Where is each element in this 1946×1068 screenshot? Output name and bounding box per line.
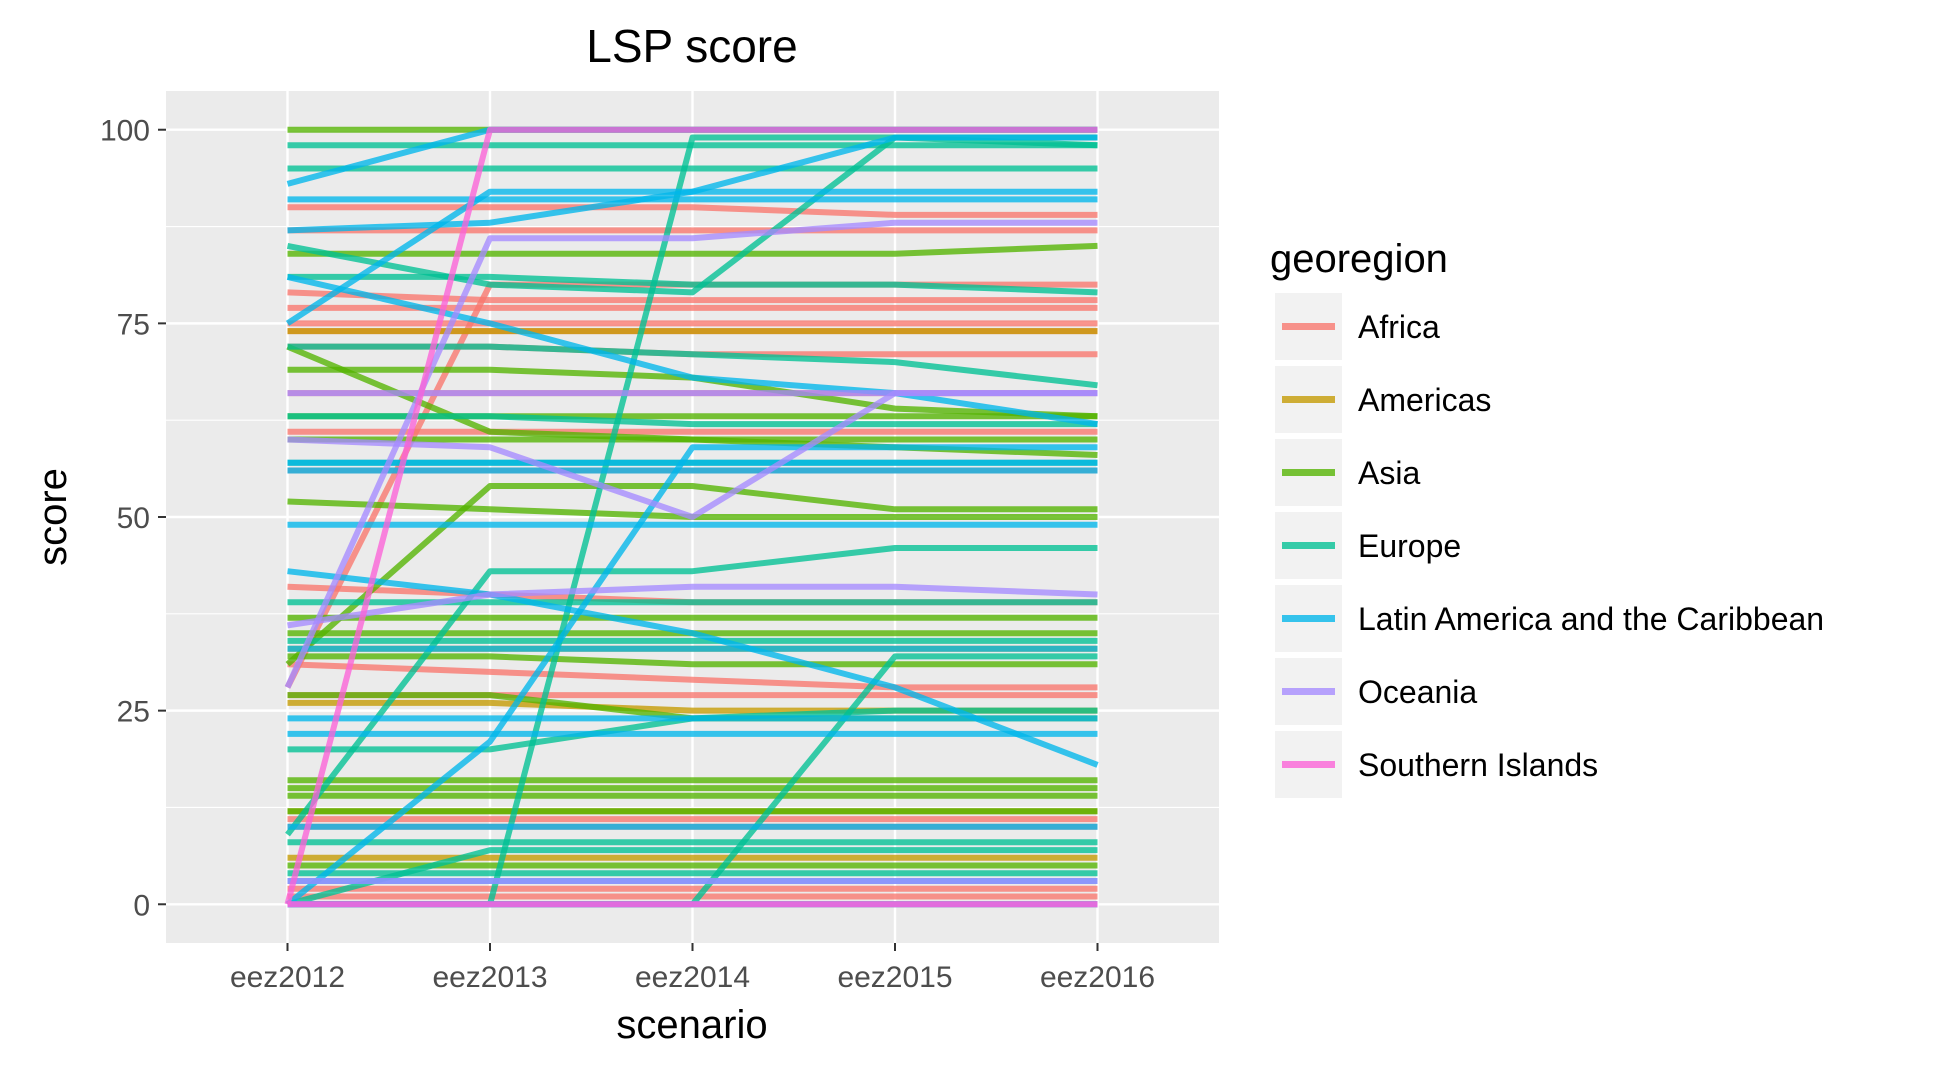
y-tick-label: 25 bbox=[117, 696, 150, 729]
y-tick-label: 75 bbox=[117, 308, 150, 341]
x-axis-title: scenario bbox=[616, 1003, 767, 1047]
series-line bbox=[287, 568, 1099, 768]
series-lines bbox=[284, 126, 1099, 908]
y-tick-label: 50 bbox=[117, 502, 150, 535]
legend-label: Southern Islands bbox=[1358, 747, 1598, 783]
legend-label: Africa bbox=[1358, 309, 1440, 345]
y-axis: 0 25 50 75 100 bbox=[100, 115, 166, 922]
series-line bbox=[287, 661, 1098, 691]
series-line bbox=[287, 390, 1098, 520]
series-line bbox=[287, 242, 1098, 257]
legend-label: Latin America and the Caribbean bbox=[1358, 601, 1824, 637]
series-line bbox=[285, 545, 1098, 837]
x-axis: eez2012 eez2013 eez2014 eez2015 eez2016 bbox=[230, 943, 1155, 994]
chart-title: LSP score bbox=[586, 20, 797, 72]
series-line bbox=[287, 413, 1098, 428]
x-tick-label: eez2013 bbox=[432, 961, 547, 994]
legend-title: georegion bbox=[1270, 237, 1448, 281]
series-line bbox=[287, 583, 1098, 629]
series-line bbox=[287, 289, 1098, 304]
y-tick-label: 0 bbox=[133, 889, 150, 922]
series-line bbox=[287, 204, 1098, 218]
x-tick-label: eez2012 bbox=[230, 961, 345, 994]
legend: georegion Africa Americas Asia Europe Latin … bbox=[1270, 237, 1824, 798]
series-line bbox=[286, 273, 1098, 428]
series-line bbox=[287, 343, 1098, 389]
series-line bbox=[285, 483, 1098, 667]
legend-label: Oceania bbox=[1358, 674, 1477, 710]
series-line bbox=[284, 126, 1098, 906]
y-axis-title: score bbox=[31, 468, 75, 566]
series-line bbox=[286, 847, 1098, 908]
y-tick-label: 100 bbox=[100, 115, 150, 148]
series-line bbox=[285, 444, 1098, 907]
legend-label: Asia bbox=[1358, 455, 1420, 491]
series-line bbox=[287, 273, 1098, 296]
series-line bbox=[285, 188, 1098, 326]
legend-label: Americas bbox=[1358, 382, 1491, 418]
legend-label: Europe bbox=[1358, 528, 1461, 564]
x-tick-label: eez2014 bbox=[635, 961, 750, 994]
legend-entries: Africa Americas Asia Europe Latin America an… bbox=[1275, 293, 1824, 798]
x-tick-label: eez2015 bbox=[837, 961, 952, 994]
x-tick-label: eez2016 bbox=[1040, 961, 1155, 994]
